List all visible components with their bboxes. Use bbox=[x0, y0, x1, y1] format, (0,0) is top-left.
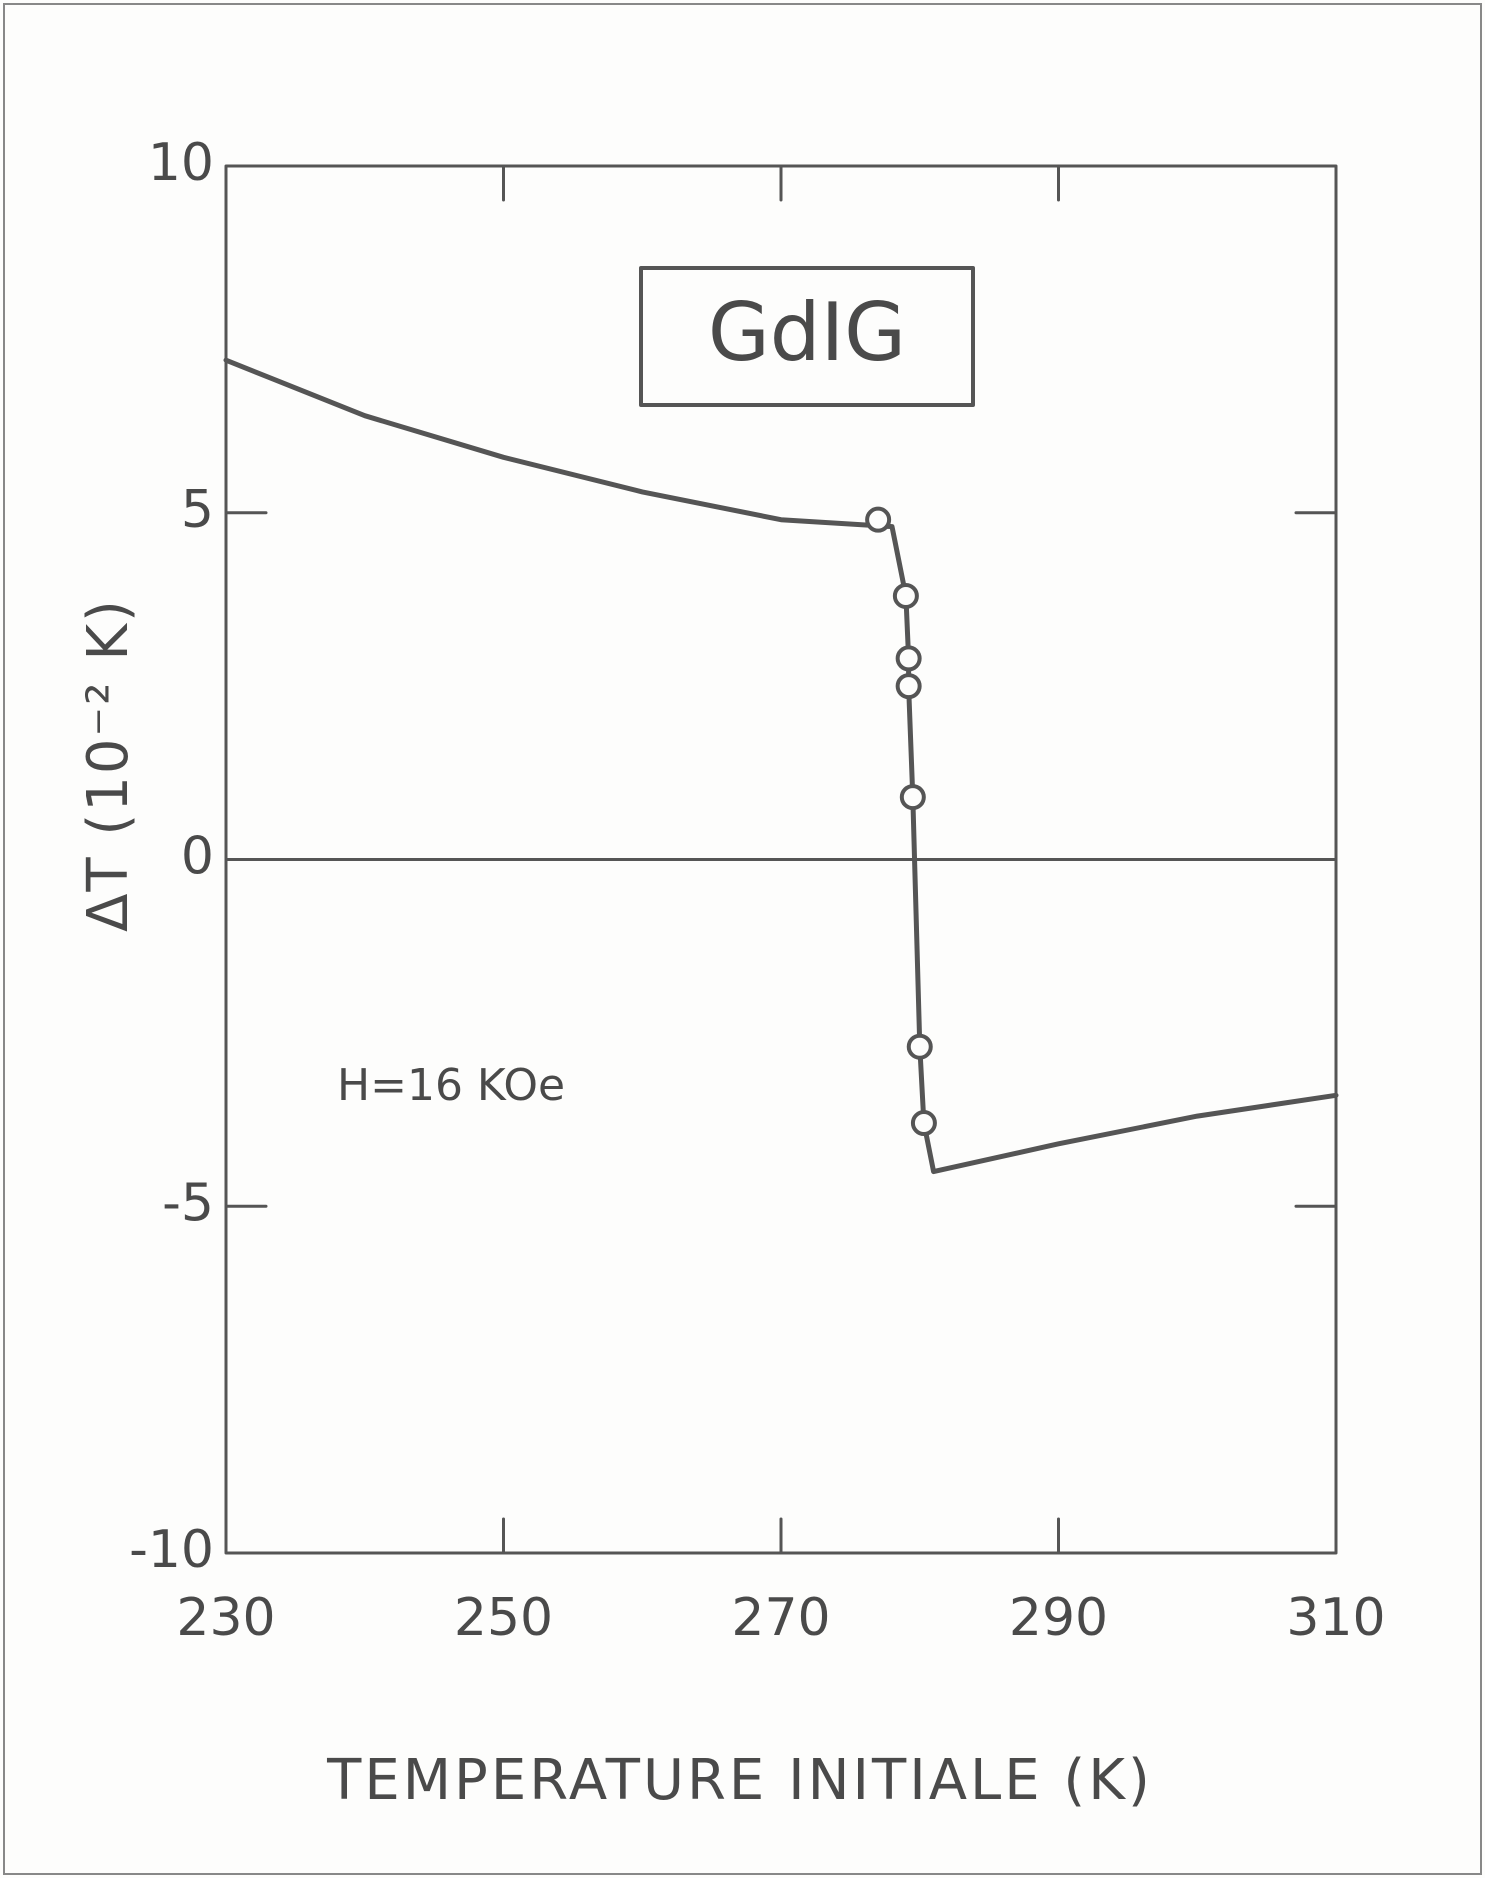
y-tick-label: 0 bbox=[181, 827, 214, 887]
markers-layer bbox=[865, 506, 937, 1137]
x-tick-label: 310 bbox=[1286, 1588, 1385, 1648]
data-point bbox=[910, 1110, 937, 1137]
series-layer bbox=[223, 357, 1339, 1175]
field-annotation: H=16 KOe bbox=[337, 1060, 565, 1111]
data-point bbox=[892, 582, 919, 609]
data-curve bbox=[223, 357, 1339, 1175]
data-point bbox=[895, 645, 922, 672]
y-tick-label: -10 bbox=[129, 1520, 214, 1580]
x-tick-label: 250 bbox=[454, 1588, 553, 1648]
y-tick-label: 5 bbox=[181, 480, 214, 540]
data-point bbox=[899, 784, 926, 811]
page-border bbox=[3, 3, 1482, 1875]
x-axis-title: TEMPERATURE INITIALE (K) bbox=[326, 1748, 1153, 1813]
x-tick-label: 270 bbox=[731, 1588, 830, 1648]
y-axis-title: ΔT (10⁻² K) bbox=[76, 598, 141, 932]
sample-label-box bbox=[639, 266, 975, 407]
x-tick-label: 290 bbox=[1009, 1588, 1108, 1648]
y-tick-label: 10 bbox=[148, 133, 214, 193]
data-point bbox=[865, 506, 892, 533]
x-tick-label: 230 bbox=[176, 1588, 275, 1648]
axes: 230 250 270 290 310 10 5 0 -5 -10 bbox=[129, 133, 1386, 1648]
data-point bbox=[906, 1033, 933, 1060]
sample-label: GdIG bbox=[708, 286, 906, 379]
y-tick-label: -5 bbox=[162, 1173, 214, 1233]
data-point bbox=[895, 673, 922, 700]
